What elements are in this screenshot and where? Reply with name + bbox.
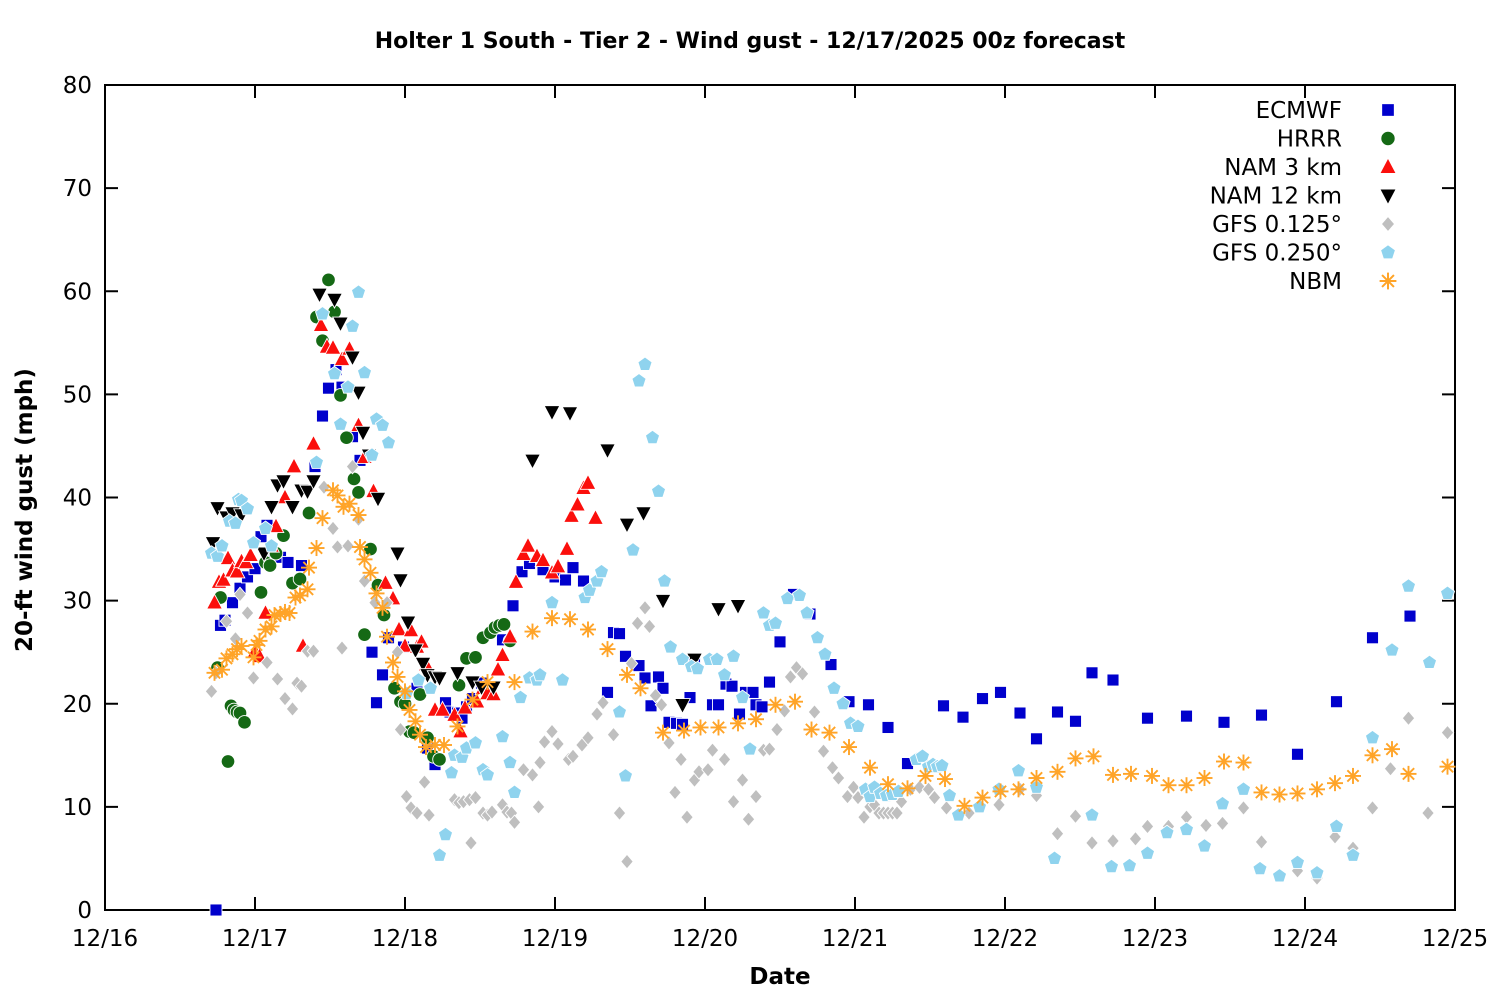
- series-nam-3-km-points: [205, 315, 605, 739]
- x-tick-label: 12/21: [822, 926, 888, 952]
- legend-item-nam-12-km: NAM 12 km: [1210, 184, 1397, 210]
- y-tick-label: 20: [63, 692, 92, 718]
- y-tick-label: 30: [63, 589, 92, 615]
- series-nam-12-km-points: [204, 287, 747, 715]
- chart-title: Holter 1 South - Tier 2 - Wind gust - 12…: [374, 29, 1126, 54]
- legend-label: ECMWF: [1256, 98, 1342, 124]
- x-tick-label: 12/16: [72, 926, 138, 952]
- legend-item-nbm: NBM: [1289, 269, 1397, 295]
- legend-item-ecmwf: ECMWF: [1256, 98, 1395, 124]
- y-tick-label: 40: [63, 486, 92, 512]
- series-nbm-points: [206, 482, 1456, 814]
- x-tick-label: 12/19: [522, 926, 588, 952]
- legend-label: NBM: [1289, 269, 1342, 295]
- x-tick-label: 12/24: [1272, 926, 1338, 952]
- y-tick-label: 0: [77, 898, 92, 924]
- x-tick-label: 12/20: [672, 926, 738, 952]
- x-tick-label: 12/22: [972, 926, 1038, 952]
- legend-label: HRRR: [1277, 127, 1342, 153]
- x-tick-label: 12/18: [372, 926, 438, 952]
- y-tick-label: 80: [63, 73, 92, 99]
- y-tick-label: 70: [63, 176, 92, 202]
- legend-label: GFS 0.125°: [1212, 212, 1342, 238]
- y-axis-label: 20-ft wind gust (mph): [12, 368, 38, 652]
- legend-item-gfs-0-125-: GFS 0.125°: [1212, 212, 1396, 238]
- legend-item-gfs-0-250-: GFS 0.250°: [1212, 241, 1396, 267]
- y-tick-label: 10: [63, 795, 92, 821]
- x-axis-ticks: 12/16 12/17 12/18 12/19 12/20 12/21 12/22 12/23…: [72, 85, 1488, 952]
- series-gfs-0-250--points: [203, 284, 1456, 883]
- y-axis-ticks: 0 10 20 30 40 50 60 70 80: [63, 73, 1455, 924]
- y-tick-label: 50: [63, 382, 92, 408]
- x-tick-label: 12/17: [222, 926, 288, 952]
- legend-label: NAM 12 km: [1210, 184, 1342, 210]
- legend-label: NAM 3 km: [1224, 155, 1342, 181]
- x-tick-label: 12/25: [1422, 926, 1488, 952]
- series-gfs-0-125--points: [204, 458, 1455, 886]
- x-tick-label: 12/23: [1122, 926, 1188, 952]
- y-tick-label: 60: [63, 279, 92, 305]
- legend-item-nam-3-km: NAM 3 km: [1224, 155, 1397, 181]
- legend-item-hrrr: HRRR: [1277, 127, 1396, 153]
- legend-label: GFS 0.250°: [1212, 241, 1342, 267]
- x-axis-label: Date: [749, 964, 811, 990]
